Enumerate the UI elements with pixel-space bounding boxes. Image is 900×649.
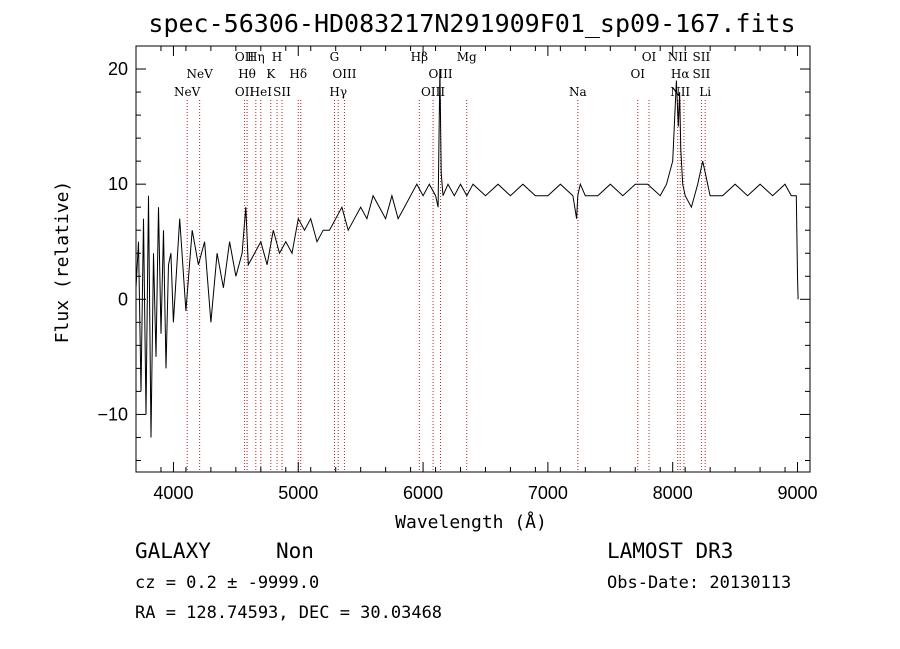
line-marker-label: NII bbox=[668, 50, 688, 64]
y-tick-label: −10 bbox=[97, 404, 128, 424]
object-subclass: Non bbox=[276, 539, 314, 563]
object-class: GALAXY bbox=[135, 539, 211, 563]
x-tick-label: 7000 bbox=[528, 483, 568, 503]
line-marker-label: Hα bbox=[671, 67, 690, 81]
line-marker-label: Hη bbox=[247, 50, 265, 64]
line-marker-label: Na bbox=[569, 85, 587, 99]
line-marker-label: OII bbox=[235, 85, 255, 99]
line-marker-label: SII bbox=[693, 50, 711, 64]
coordinates: RA = 128.74593, DEC = 30.03468 bbox=[135, 603, 442, 623]
line-marker-label: HeI bbox=[250, 85, 273, 99]
x-tick-label: 8000 bbox=[653, 483, 693, 503]
line-marker-label: Hδ bbox=[289, 67, 307, 81]
line-marker-label: OI bbox=[642, 50, 657, 64]
line-marker-label: OI bbox=[630, 67, 645, 81]
chart-title: spec-56306-HD083217N291909F01_sp09-167.f… bbox=[148, 9, 795, 38]
line-marker-label: OIII bbox=[421, 85, 445, 99]
line-marker-label: OIII bbox=[429, 67, 453, 81]
x-axis-title: Wavelength (Å) bbox=[395, 511, 547, 533]
line-marker-label: Hθ bbox=[238, 67, 256, 81]
axis-ticks: 4000 5000 6000 7000 8000 9000 −10 0 10 20 bbox=[97, 45, 818, 503]
line-marker-label: NeV bbox=[187, 67, 214, 81]
line-marker-label: Hγ bbox=[329, 85, 347, 99]
line-marker-label: NeV bbox=[174, 85, 201, 99]
y-tick-label: 10 bbox=[108, 174, 128, 194]
line-marker-label: OIII bbox=[332, 67, 356, 81]
x-tick-label: 5000 bbox=[278, 483, 318, 503]
x-tick-label: 9000 bbox=[777, 483, 817, 503]
line-marker-label: H bbox=[272, 50, 282, 64]
y-tick-label: 0 bbox=[118, 289, 128, 309]
x-tick-label: 6000 bbox=[403, 483, 443, 503]
emission-line-markers: NeVNeVOIIOIIHθHηHeIKHSIIHδGHγOIIIHβOIIIO… bbox=[174, 50, 711, 472]
line-marker-label: G bbox=[330, 50, 340, 64]
survey-name: LAMOST DR3 bbox=[607, 539, 733, 563]
y-axis-title: Flux (relative) bbox=[52, 181, 73, 344]
line-marker-label: Mg bbox=[457, 50, 477, 64]
redshift-cz: cz = 0.2 ± -9999.0 bbox=[135, 573, 319, 593]
line-marker-label: SII bbox=[273, 85, 291, 99]
line-marker-label: NII bbox=[670, 85, 690, 99]
line-marker-label: OII bbox=[235, 50, 255, 64]
line-marker-label: Li bbox=[699, 85, 711, 99]
plot-frame bbox=[135, 45, 811, 473]
spectrum-series bbox=[135, 68, 799, 438]
line-marker-label: SII bbox=[693, 67, 711, 81]
spectrum-line bbox=[135, 68, 799, 438]
observation-date: Obs-Date: 20130113 bbox=[607, 573, 791, 593]
y-tick-label: 20 bbox=[108, 59, 128, 79]
x-tick-label: 4000 bbox=[153, 483, 193, 503]
line-marker-label: Hβ bbox=[411, 50, 428, 64]
line-marker-label: K bbox=[266, 67, 276, 81]
